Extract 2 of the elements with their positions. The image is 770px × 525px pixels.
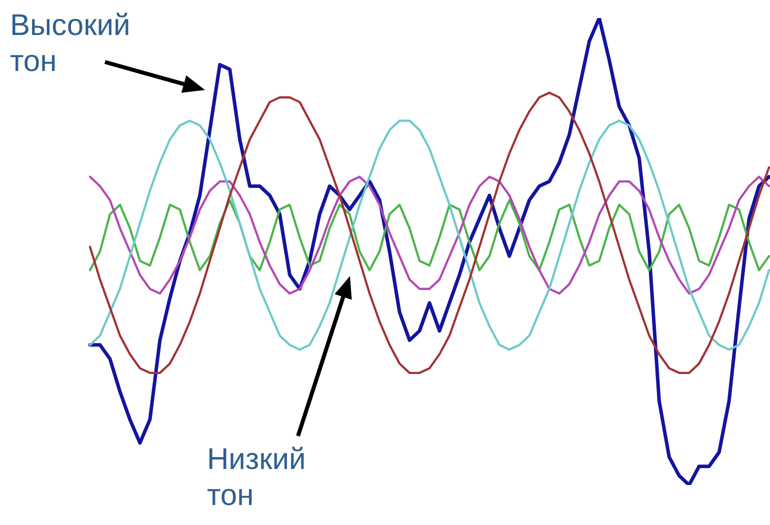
annotation: Низкий тон — [207, 442, 307, 514]
annotation: Высокий тон — [10, 8, 132, 80]
